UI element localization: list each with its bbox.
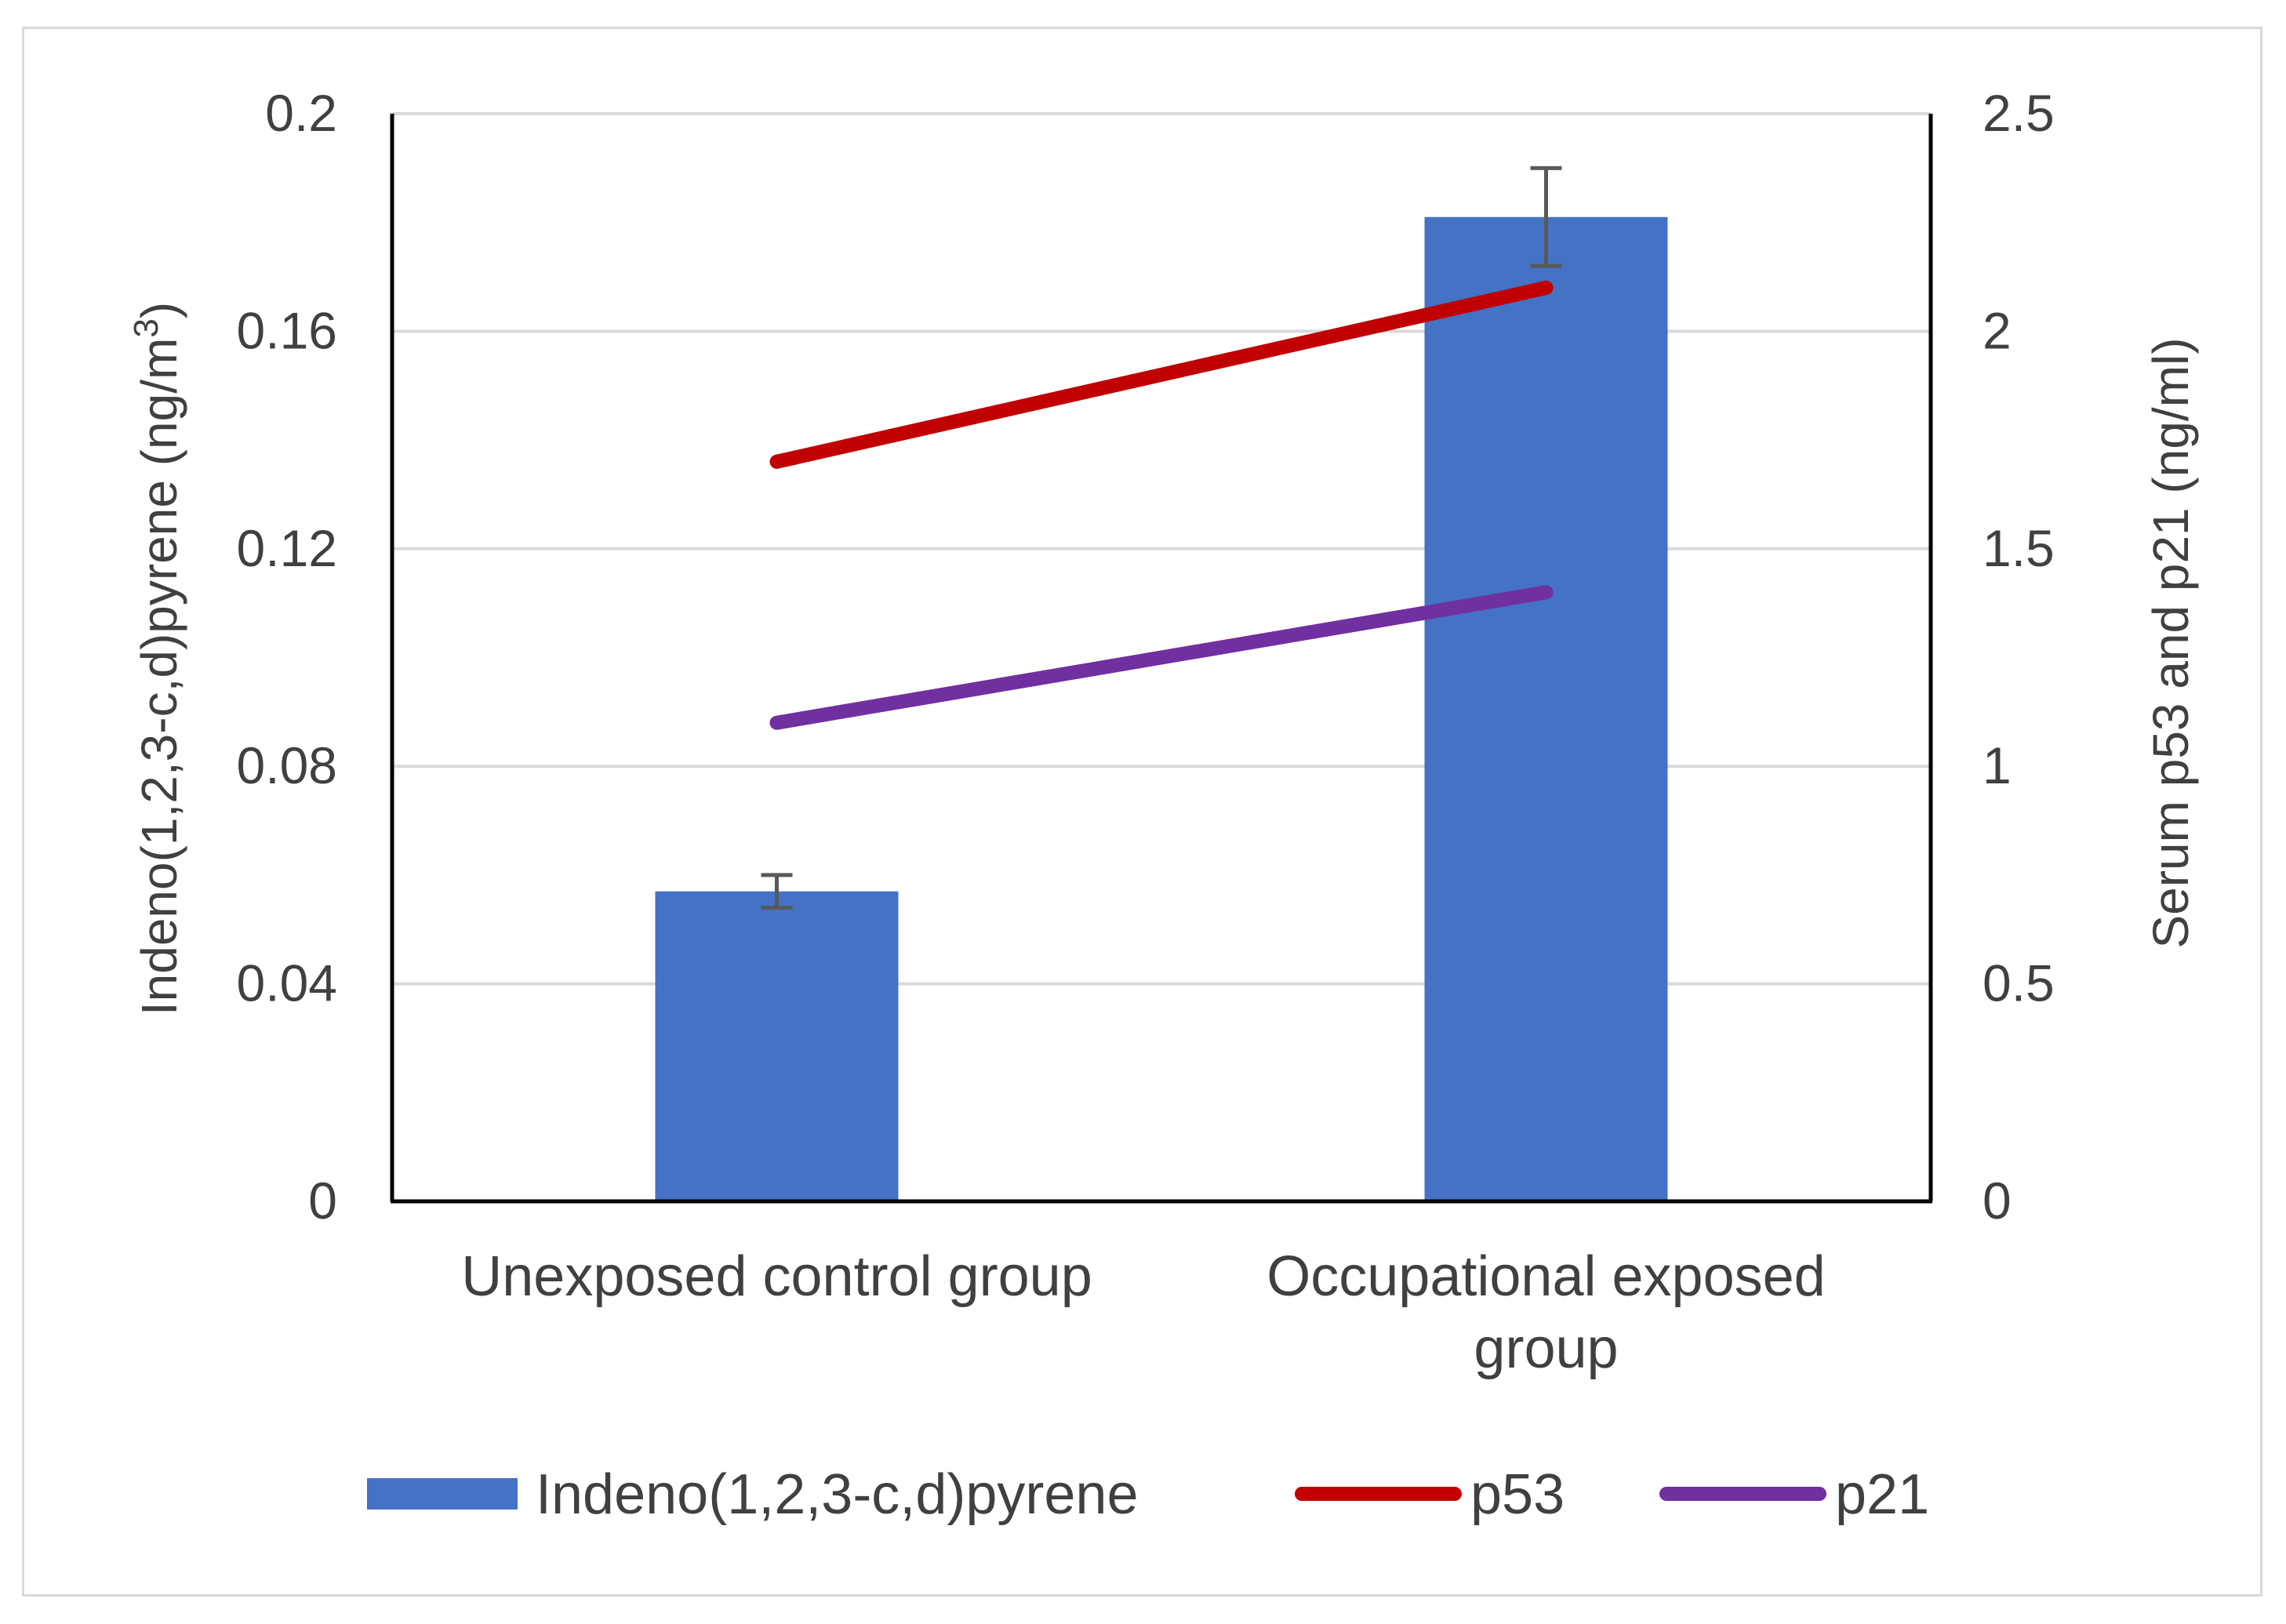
left-tick-label: 0.04: [237, 954, 337, 1012]
left-tick-label: 0.08: [237, 736, 337, 794]
bar: [655, 891, 899, 1201]
axes: [390, 114, 1933, 1204]
bars: [655, 216, 1668, 1201]
series-lines: [769, 280, 1554, 730]
left-axis-ticks: 0 0.04 0.08 0.12 0.16 0.2: [237, 84, 337, 1230]
right-tick-label: 0.5: [1983, 954, 2055, 1012]
category-label: group: [1474, 1317, 1618, 1380]
legend-label: p21: [1835, 1463, 1929, 1526]
chart-frame: [22, 27, 2262, 1597]
left-tick-label: 0.12: [237, 519, 337, 577]
right-tick-label: 2.5: [1983, 84, 2055, 142]
left-tick-label: 0: [308, 1172, 337, 1230]
legend: Indeno(1,2,3-c,d)pyrene p53 p21: [367, 1463, 1929, 1526]
legend-label: p53: [1470, 1463, 1565, 1526]
right-tick-label: 1.5: [1983, 519, 2055, 577]
series-line-p53: [769, 280, 1554, 469]
right-tick-label: 2: [1983, 301, 2012, 359]
series-line-p21: [769, 585, 1554, 730]
category-label: Unexposed control group: [461, 1245, 1092, 1308]
right-axis-ticks: 0 0.5 1 1.5 2 2.5: [1983, 84, 2055, 1230]
category-label: Occupational exposed: [1267, 1245, 1825, 1308]
left-tick-label: 0.16: [237, 301, 337, 359]
error-bars: [761, 165, 1562, 910]
legend-swatch: [367, 1478, 518, 1510]
category-labels: Unexposed control group Occupational expo…: [461, 1245, 1826, 1380]
legend-label: Indeno(1,2,3-c,d)pyrene: [536, 1463, 1138, 1526]
bar: [1424, 216, 1668, 1201]
gridlines: [392, 112, 1931, 986]
right-axis-title: Serum p53 and p21 (ng/ml): [2142, 337, 2199, 948]
right-tick-label: 1: [1983, 736, 2012, 794]
right-tick-label: 0: [1983, 1172, 2012, 1230]
left-tick-label: 0.2: [265, 84, 337, 142]
left-axis-title: Indeno(1,2,3-c,d)pyrene (ng/m3): [127, 302, 187, 1015]
